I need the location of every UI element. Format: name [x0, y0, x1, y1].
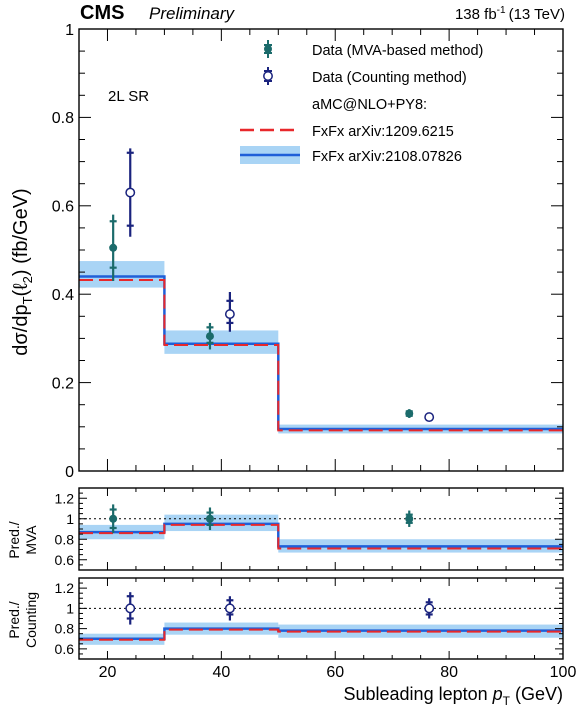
ratio-counting-panel: 0.6 0.8 1 1.2 20 40 60 80 100 — [55, 577, 577, 681]
y-axis-title: dσ/dpT(ℓ2) (fb/GeV) — [10, 188, 35, 355]
y-tick-label: 0.6 — [55, 641, 75, 657]
marker-filled — [109, 243, 118, 252]
data-point-mva — [205, 322, 214, 350]
y-tick-label: 1 — [65, 22, 74, 39]
legend: Data (MVA-based method) Data (Counting m… — [240, 40, 483, 165]
fxfx-old-histogram — [79, 523, 563, 550]
fxfx-new-histogram — [79, 275, 563, 431]
marker-filled — [405, 514, 414, 523]
marker-open — [424, 603, 435, 614]
data-point-counting — [424, 412, 435, 423]
legend-marker-counting — [263, 67, 273, 85]
data-point-counting — [125, 148, 136, 237]
region-label: 2L SR — [108, 88, 149, 105]
main-panel: 0 0.2 0.4 0.6 0.8 1 — [52, 22, 564, 481]
marker-filled — [405, 409, 414, 418]
y-tick-label: 1.2 — [55, 490, 75, 506]
panel-frame — [78, 28, 564, 472]
y-tick-label: 1.2 — [55, 580, 75, 596]
y-tick-label: 0.8 — [55, 621, 75, 637]
data-point-counting — [224, 596, 235, 621]
data-point-counting — [125, 592, 136, 625]
data-point-mva — [109, 214, 118, 281]
legend-label-counting: Data (Counting method) — [312, 70, 467, 86]
marker-filled — [109, 514, 118, 523]
y-tick-label: 1 — [66, 600, 74, 616]
fxfx-old-histogram — [79, 279, 563, 432]
x-tick-label: 20 — [99, 664, 117, 681]
y-tick-label: 0.8 — [52, 110, 74, 127]
fxfx-old-histogram — [79, 628, 563, 641]
ratio-mva-title: Pred./MVA — [6, 521, 39, 558]
legend-marker-mva — [264, 40, 272, 58]
data-point-counting — [224, 291, 235, 332]
legend-label-fxfx-old: FxFx arXiv:1209.6215 — [312, 124, 454, 140]
data-point-mva — [205, 507, 214, 531]
y-tick-label: 0.4 — [52, 287, 74, 304]
y-tick-label: 0.6 — [55, 552, 75, 568]
fxfx-new-histogram — [79, 627, 563, 640]
legend-label-generator: aMC@NLO+PY8: — [312, 97, 427, 113]
y-tick-label: 1 — [66, 511, 74, 527]
data-point-mva — [405, 510, 414, 527]
marker-filled — [205, 514, 214, 523]
x-tick-label: 40 — [212, 664, 230, 681]
legend-label-fxfx-new: FxFx arXiv:2108.07826 — [312, 149, 462, 165]
marker-open — [224, 603, 235, 614]
marker-open — [125, 603, 136, 614]
y-tick-label: 0.6 — [52, 199, 74, 216]
y-tick-label: 0.8 — [55, 531, 75, 547]
y-tick-label: 0 — [65, 464, 74, 481]
legend-marker-fxfx-new — [240, 146, 300, 164]
x-tick-label: 80 — [440, 664, 458, 681]
data-point-counting — [424, 598, 435, 619]
x-axis-title: Subleading lepton pT (GeV) — [344, 684, 564, 708]
data-point-mva — [109, 504, 118, 534]
status-label: Preliminary — [149, 4, 236, 23]
marker-filled — [205, 332, 214, 341]
y-tick-label: 0.2 — [52, 375, 74, 392]
fxfx-new-histogram — [79, 522, 563, 548]
x-tick-label: 100 — [550, 664, 577, 681]
legend-label-mva: Data (MVA-based method) — [312, 43, 483, 59]
panel-frame — [78, 577, 564, 660]
x-tick-label: 60 — [326, 664, 344, 681]
uncertainty-band — [79, 261, 165, 288]
marker-open — [424, 412, 435, 423]
uncertainty-band — [164, 330, 279, 354]
marker-open — [125, 187, 136, 198]
ratio-counting-title: Pred./Counting — [6, 592, 39, 648]
data-point-mva — [405, 409, 414, 418]
lumi-label: 138 fb-1 (13 TeV) — [455, 5, 565, 23]
experiment-label: CMS — [80, 2, 124, 24]
marker-open — [224, 309, 235, 320]
ratio-mva-panel: 0.6 0.8 1 1.2 — [55, 487, 564, 571]
